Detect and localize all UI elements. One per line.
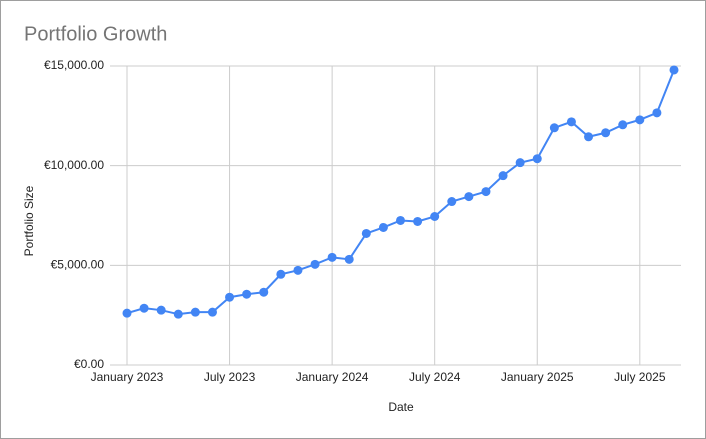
- point: [584, 132, 594, 142]
- point: [532, 154, 542, 164]
- point: [669, 65, 679, 75]
- point: [276, 269, 286, 279]
- point: [618, 120, 628, 130]
- point: [242, 289, 252, 299]
- point: [635, 115, 645, 125]
- y-tick-label: €5,000.00: [51, 258, 105, 272]
- point: [464, 192, 474, 202]
- y-tick-label: €10,000.00: [44, 158, 104, 172]
- point: [652, 108, 662, 118]
- point: [447, 197, 457, 207]
- point: [225, 292, 235, 302]
- x-axis-title: Date: [388, 400, 414, 414]
- y-tick-label: €15,000.00: [44, 58, 104, 72]
- x-tick-label: July 2024: [409, 370, 461, 384]
- point: [310, 259, 320, 269]
- point: [378, 222, 388, 232]
- x-tick-label: January 2025: [501, 370, 574, 384]
- point: [413, 216, 423, 226]
- point: [566, 117, 576, 127]
- point: [259, 287, 269, 297]
- point: [344, 254, 354, 264]
- point: [139, 303, 149, 313]
- point: [498, 171, 508, 181]
- point: [515, 158, 525, 168]
- x-tick-label: January 2024: [296, 370, 369, 384]
- point: [122, 308, 132, 318]
- y-axis-title: Portfolio Size: [22, 185, 36, 256]
- x-tick-label: July 2025: [614, 370, 666, 384]
- point: [396, 215, 405, 225]
- x-tick-label: July 2023: [204, 370, 256, 384]
- point: [430, 211, 440, 221]
- point: [293, 265, 303, 275]
- chart-title: Portfolio Growth: [24, 23, 167, 45]
- point: [156, 305, 166, 315]
- point: [190, 307, 200, 317]
- point: [549, 123, 559, 133]
- point: [601, 128, 611, 138]
- y-tick-label: €0.00: [74, 357, 104, 371]
- point: [361, 228, 371, 238]
- point: [207, 307, 217, 317]
- point: [481, 187, 491, 197]
- point: [173, 309, 183, 319]
- x-tick-label: January 2023: [91, 370, 164, 384]
- point: [327, 252, 337, 262]
